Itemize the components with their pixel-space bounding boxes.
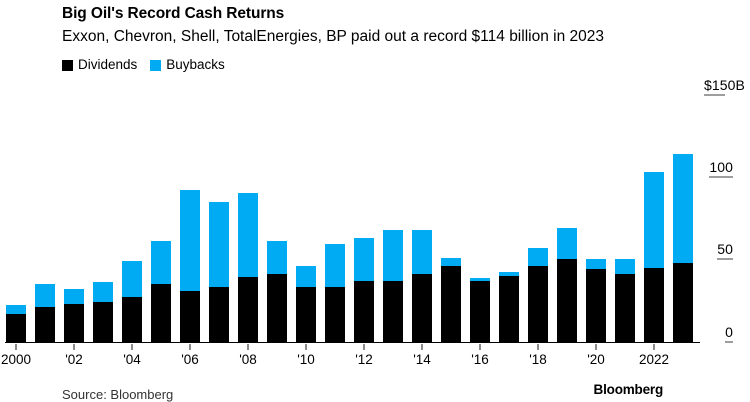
bar-buybacks-2020 [586, 259, 606, 270]
x-tick-2020 [595, 343, 597, 350]
bar-buybacks-2015 [441, 257, 461, 266]
bar-buybacks-2018 [528, 247, 548, 266]
bar-dividends-2017 [499, 275, 519, 342]
x-tick-2010 [305, 343, 307, 350]
legend: Dividends Buybacks [62, 58, 225, 72]
dividends-swatch-icon [62, 59, 73, 71]
x-tick-2002 [73, 343, 75, 350]
x-tick-2012 [363, 343, 365, 350]
bar-buybacks-2004 [122, 260, 142, 298]
x-tick-label-2008: '08 [239, 351, 257, 367]
x-tick-label-2018: '18 [529, 351, 547, 367]
legend-item-dividends: Dividends [62, 58, 137, 72]
bar-buybacks-2014 [412, 229, 432, 275]
bar-buybacks-2013 [383, 229, 403, 281]
x-tick-label-2014: '14 [413, 351, 431, 367]
bar-dividends-2014 [412, 274, 432, 342]
bar-buybacks-2016 [470, 278, 490, 281]
bar-dividends-2003 [93, 302, 113, 342]
bar-dividends-2012 [354, 280, 374, 342]
bar-buybacks-2006 [180, 190, 200, 291]
x-tick-label-2002: '02 [65, 351, 83, 367]
bar-dividends-2023 [673, 262, 693, 342]
brand-logo: Bloomberg [593, 382, 664, 397]
bar-dividends-2005 [151, 283, 171, 342]
bar-buybacks-2002 [64, 288, 84, 304]
x-tick-2004 [131, 343, 133, 350]
x-tick-2008 [247, 343, 249, 350]
buybacks-swatch-icon [150, 59, 162, 71]
chart-title: Big Oil's Record Cash Returns [62, 5, 285, 22]
x-tick-2022 [653, 343, 655, 350]
bar-buybacks-2009 [267, 241, 287, 275]
bar-buybacks-2010 [296, 265, 316, 288]
bar-buybacks-2011 [325, 244, 345, 288]
bar-buybacks-2022 [644, 172, 664, 268]
bar-buybacks-2012 [354, 237, 374, 281]
bar-dividends-2007 [209, 287, 229, 342]
bar-buybacks-2003 [93, 282, 113, 302]
bar-dividends-2020 [586, 269, 606, 342]
bar-buybacks-2023 [673, 153, 693, 263]
bar-buybacks-2001 [35, 284, 55, 307]
bar-dividends-2006 [180, 290, 200, 342]
x-tick-label-2012: '12 [355, 351, 373, 367]
source-note: Source: Bloomberg [62, 387, 174, 402]
bar-dividends-2008 [238, 277, 258, 342]
x-tick-label-2016: '16 [471, 351, 489, 367]
bar-dividends-2021 [615, 274, 635, 342]
x-tick-2000 [15, 343, 17, 350]
bar-dividends-2013 [383, 280, 403, 342]
legend-label-dividends: Dividends [78, 57, 138, 72]
bar-dividends-2019 [557, 259, 577, 342]
x-tick-label-2022: 2022 [638, 351, 670, 367]
bar-dividends-2004 [122, 297, 142, 342]
bar-buybacks-2007 [209, 201, 229, 288]
bar-buybacks-2005 [151, 241, 171, 284]
bar-dividends-2000 [6, 313, 26, 342]
bar-dividends-2015 [441, 265, 461, 342]
x-tick-2018 [537, 343, 539, 350]
x-tick-2014 [421, 343, 423, 350]
bar-dividends-2001 [35, 307, 55, 342]
x-tick-label-2004: '04 [123, 351, 141, 367]
chart-subtitle: Exxon, Chevron, Shell, TotalEnergies, BP… [62, 28, 604, 45]
x-tick-2006 [189, 343, 191, 350]
plot-area [6, 153, 693, 342]
bar-buybacks-2019 [557, 227, 577, 260]
x-tick-label-2000: 2000 [0, 351, 32, 367]
x-tick-label-2010: '10 [297, 351, 315, 367]
bar-dividends-2010 [296, 287, 316, 342]
x-tick-2016 [479, 343, 481, 350]
x-tick-label-2020: '20 [587, 351, 605, 367]
x-tick-label-2006: '06 [181, 351, 199, 367]
chart-header: Big Oil's Record Cash Returns Exxon, Che… [62, 4, 604, 46]
bar-dividends-2022 [644, 267, 664, 342]
legend-label-buybacks: Buybacks [166, 57, 225, 72]
bar-dividends-2009 [267, 274, 287, 342]
bar-buybacks-2008 [238, 193, 258, 278]
bar-dividends-2002 [64, 303, 84, 342]
bar-dividends-2016 [470, 280, 490, 342]
bar-buybacks-2000 [6, 305, 26, 314]
bar-buybacks-2017 [499, 272, 519, 276]
x-axis-line [5, 341, 700, 344]
bar-dividends-2011 [325, 287, 345, 342]
bar-buybacks-2021 [615, 259, 635, 275]
legend-item-buybacks: Buybacks [150, 58, 225, 72]
bar-dividends-2018 [528, 265, 548, 342]
